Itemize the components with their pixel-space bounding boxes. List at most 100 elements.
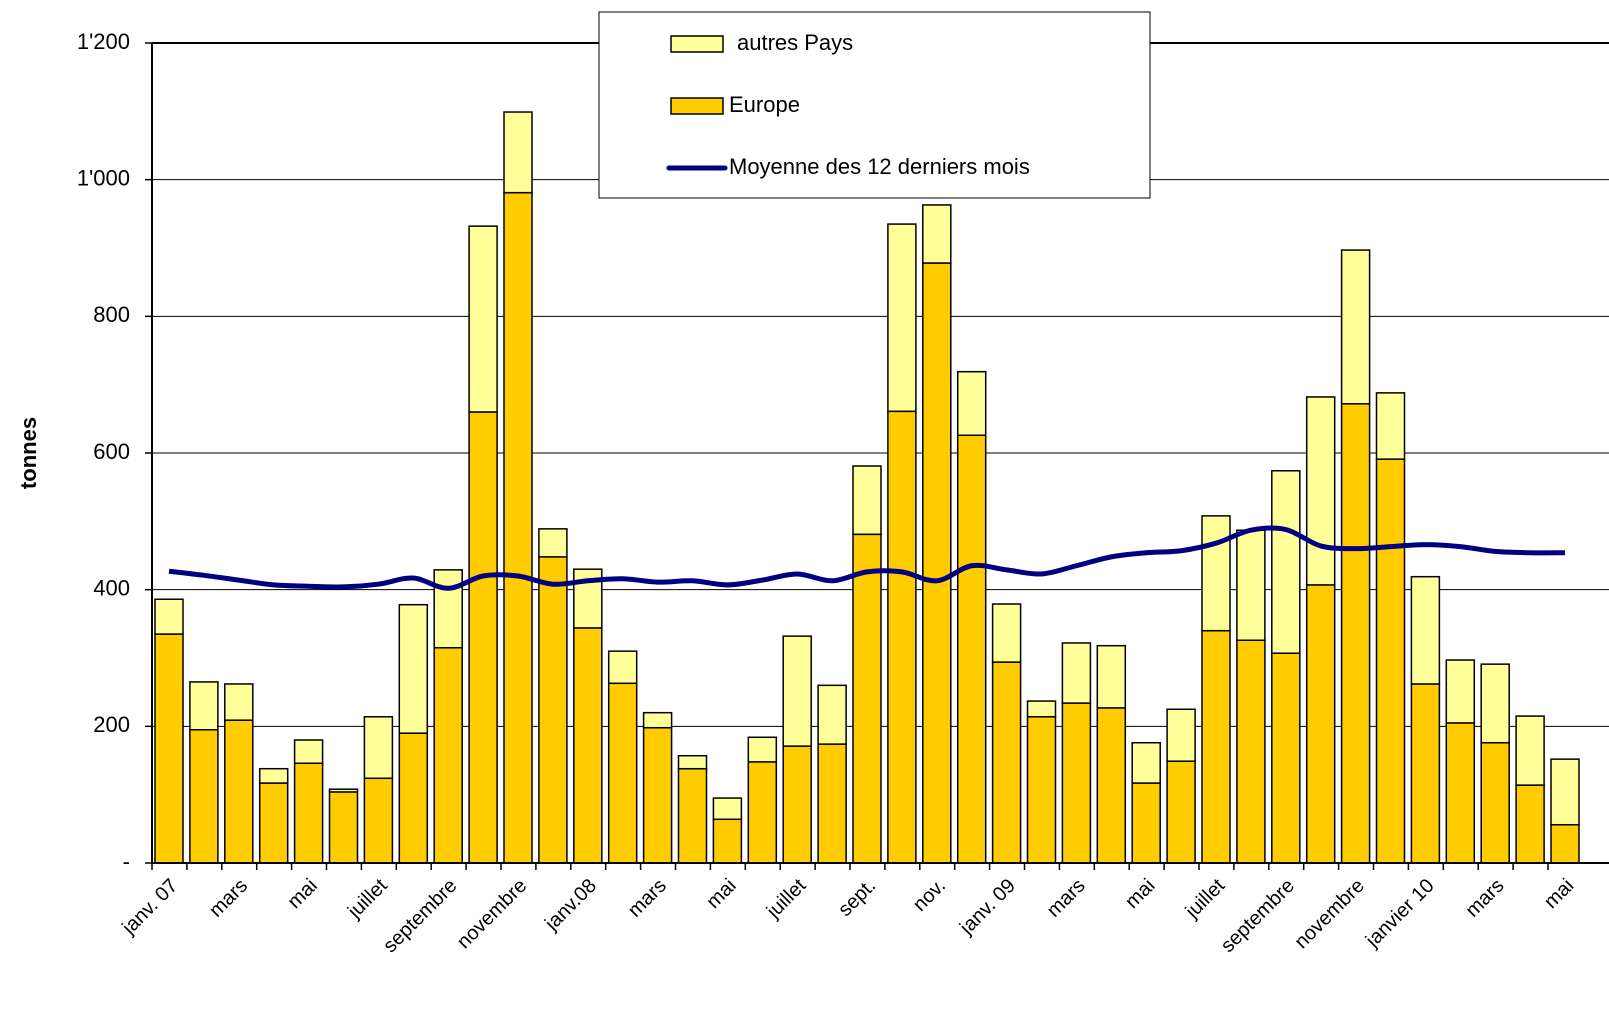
x-tick-label: novembre: [453, 875, 531, 953]
x-tick-label: septembre: [1217, 875, 1299, 957]
bar-segment: [1096, 644, 1127, 709]
y-tick-label: 1'200: [77, 29, 130, 54]
bar-segment: [224, 719, 254, 864]
bar-segment: [887, 223, 917, 413]
bar-segment: [677, 767, 708, 864]
bar-segment: [991, 603, 1022, 663]
bar-segment: [852, 465, 882, 536]
x-tick-label: mars: [624, 875, 671, 922]
x-tick-label: septembre: [379, 875, 461, 957]
bar-segment: [1131, 741, 1161, 784]
x-tick-label: mai: [1540, 875, 1578, 913]
x-tick-label: janv. 07: [118, 875, 183, 940]
bar-segment: [747, 736, 778, 763]
x-tick-label: juillet: [343, 874, 392, 923]
x-tick-label: mai: [702, 875, 740, 913]
bar-segment: [328, 791, 359, 864]
bar-segment: [991, 661, 1022, 864]
x-tick-label: mai: [1121, 875, 1159, 913]
bar-segment: [468, 225, 498, 413]
bar-segment: [1201, 515, 1231, 632]
x-tick-label: sept.: [834, 875, 880, 921]
bar-segment: [1271, 652, 1301, 864]
x-tick-label: janv.08: [540, 875, 601, 936]
legend-swatch: [670, 97, 724, 115]
x-tick-label: nov.: [909, 875, 950, 916]
bar-segment: [258, 782, 289, 864]
bar-segment: [1236, 529, 1266, 641]
bar-segment: [1445, 659, 1476, 724]
legend-label: autres Pays: [737, 30, 853, 55]
bar-segment: [956, 370, 987, 436]
bar-segment: [782, 635, 812, 747]
bar-segment: [1340, 249, 1371, 405]
bar-segment: [1480, 663, 1510, 744]
bar-segment: [747, 761, 778, 864]
x-tick-label: juillet: [762, 874, 811, 923]
x-tick-label: janv. 09: [955, 875, 1020, 940]
bar-segment: [782, 745, 812, 864]
bar-segment: [538, 528, 568, 558]
x-tick-label: janvier 10: [1361, 875, 1439, 953]
bar-segment: [1026, 700, 1057, 718]
bar-segment: [1236, 639, 1266, 864]
bar-segment: [887, 410, 917, 864]
y-tick-label: -: [123, 849, 130, 874]
y-tick-label: 200: [93, 712, 130, 737]
bar-segment: [398, 603, 429, 734]
bar-segment: [154, 598, 184, 635]
bar-segment: [503, 111, 533, 194]
bar-segment: [468, 411, 498, 864]
bar-segment: [503, 191, 533, 864]
bar-segment: [1340, 403, 1371, 864]
bar-segment: [538, 556, 568, 864]
bar-segment: [154, 633, 184, 864]
x-tick-label: novembre: [1290, 875, 1368, 953]
bar-segment: [817, 743, 847, 864]
bar-segment: [1550, 758, 1580, 826]
y-tick-label: 800: [93, 302, 130, 327]
bar-segment: [642, 726, 673, 864]
x-tick-label: mai: [284, 875, 322, 913]
bar-segment: [1410, 575, 1441, 685]
legend: autres Pays Europe Moyenne des 12 derniers…: [598, 11, 1151, 199]
y-tick-label: 600: [93, 439, 130, 464]
bar-segment: [398, 732, 429, 864]
bar-segment: [573, 627, 603, 864]
bar-segment: [852, 533, 882, 864]
bar-segment: [1550, 823, 1580, 864]
bar-segment: [1096, 707, 1127, 864]
bar-segment: [712, 797, 743, 821]
bar-segment: [607, 650, 638, 685]
bar-segment: [1375, 392, 1406, 460]
bar-segment: [363, 777, 394, 864]
x-tick-label: mars: [1461, 875, 1508, 922]
bar-segment: [1515, 715, 1545, 786]
legend-swatch: [670, 35, 724, 53]
bar-segment: [1480, 741, 1510, 864]
bar-segment: [1375, 458, 1406, 864]
bar-segment: [433, 569, 463, 649]
x-tick-label: juillet: [1181, 874, 1230, 923]
x-tick-label: mars: [205, 875, 252, 922]
bar-segment: [1026, 716, 1057, 864]
x-tick-label: mars: [1043, 875, 1090, 922]
bar-segment: [258, 767, 289, 784]
y-tick-label: 400: [93, 575, 130, 600]
legend-label: Europe: [729, 92, 800, 117]
bar-segment: [1061, 642, 1092, 704]
bar-segment: [922, 204, 952, 264]
bar-segment: [189, 729, 219, 864]
bar-segment: [677, 754, 708, 770]
bar-segment: [817, 684, 847, 745]
legend-label: Moyenne des 12 derniers mois: [729, 154, 1030, 179]
bar-segment: [189, 681, 219, 731]
bar-segment: [363, 716, 394, 780]
bar-segment: [1131, 782, 1161, 864]
y-axis-label: tonnes: [16, 417, 41, 489]
bar-segment: [1061, 702, 1092, 864]
bar-segment: [1305, 396, 1336, 586]
bar-segment: [433, 647, 463, 864]
bar-segment: [956, 434, 987, 864]
